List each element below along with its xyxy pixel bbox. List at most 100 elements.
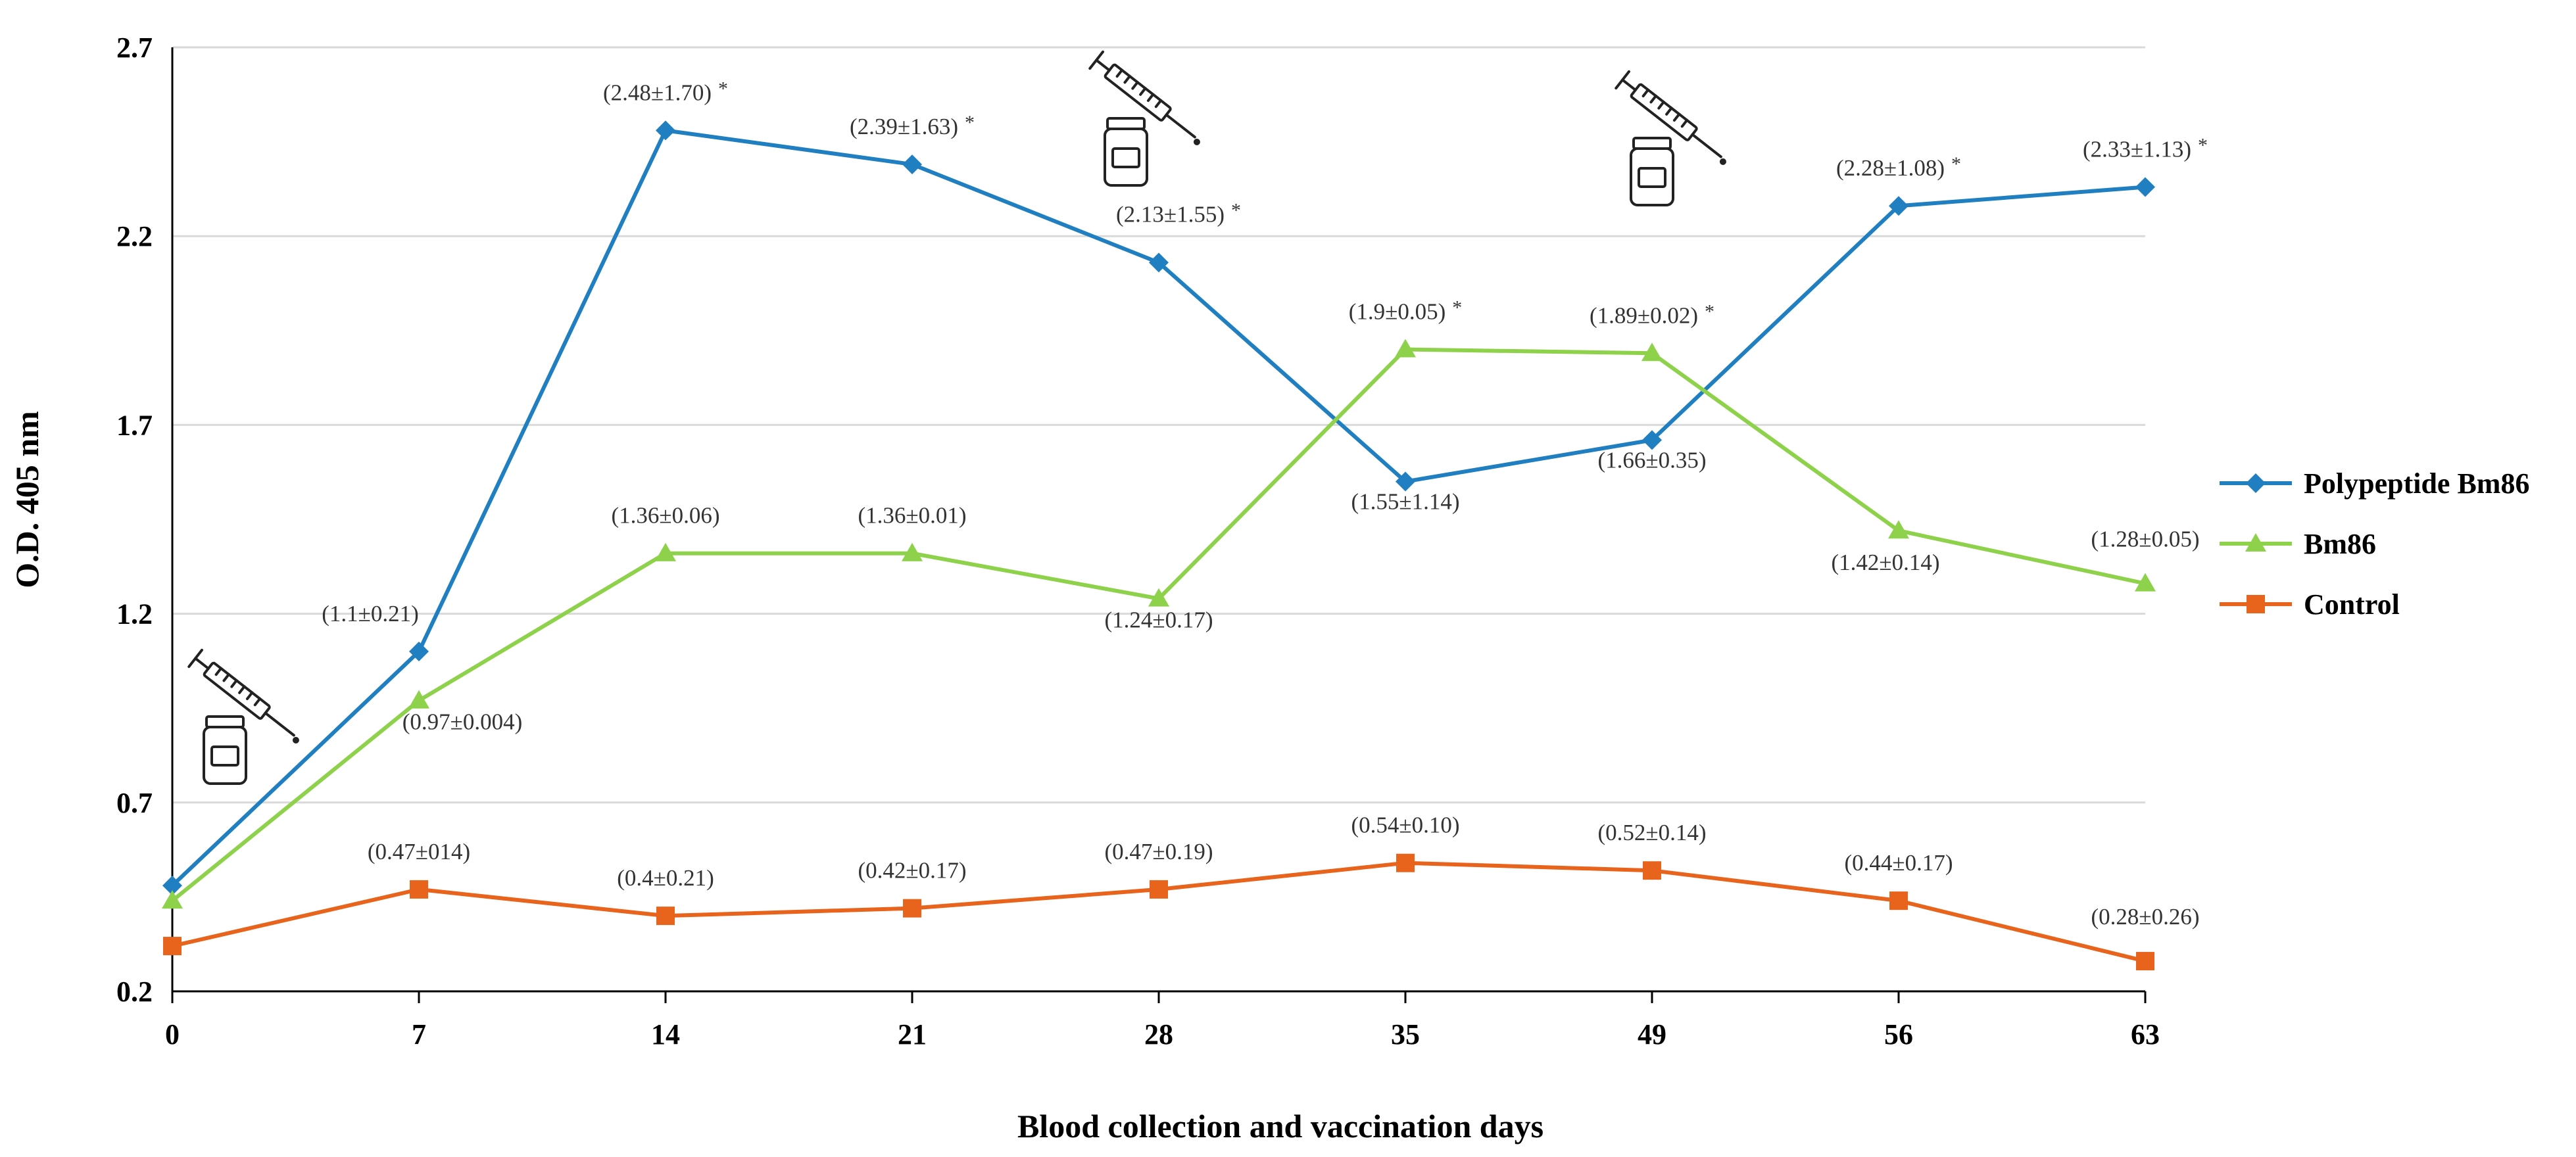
- legend: Polypeptide Bm86 Bm86 Control: [2220, 467, 2529, 621]
- x-tick-label: 21: [898, 1018, 927, 1051]
- data-label-polypeptide-bm86: (2.39±1.63) *: [850, 112, 975, 139]
- syringe-scale: [1131, 81, 1139, 90]
- data-label-bm86: (1.36±0.06): [611, 503, 719, 529]
- data-point-bm86: [1148, 588, 1169, 607]
- y-tick-label: 1.2: [116, 598, 153, 630]
- drop: [292, 736, 299, 744]
- legend-label-polypeptide-bm86: Polypeptide Bm86: [2304, 467, 2529, 500]
- legend-marker-polypeptide-bm86: [2246, 473, 2266, 493]
- y-tick-label: 1.7: [116, 409, 153, 441]
- data-label-polypeptide-bm86: (1.55±1.14): [1351, 489, 1459, 515]
- data-point-polypeptide-bm86: [1396, 471, 1415, 492]
- data-point-polypeptide-bm86: [1642, 430, 1662, 450]
- data-point-bm86: [2135, 573, 2156, 592]
- gridlines: [172, 46, 2145, 804]
- data-label-polypeptide-bm86: (1.1±0.21): [322, 601, 419, 626]
- data-point-polypeptide-bm86: [162, 876, 182, 896]
- data-point-bm86: [1395, 339, 1416, 358]
- syringe-scale: [1641, 88, 1650, 98]
- data-point-polypeptide-bm86: [2135, 177, 2155, 197]
- data-point-control: [903, 899, 921, 918]
- series-line-control: [172, 861, 2146, 963]
- legend-label-bm86: Bm86: [2304, 528, 2376, 560]
- syringe-barrel: [203, 661, 271, 720]
- vial-label: [1111, 147, 1140, 168]
- data-label-bm86: (1.9±0.05) *: [1349, 297, 1463, 325]
- syringe-barrel: [1630, 83, 1698, 141]
- data-label-bm86: (1.28±0.05): [2091, 527, 2199, 552]
- data-label-bm86: (1.89±0.02) *: [1590, 300, 1714, 328]
- data-point-control: [410, 880, 428, 899]
- syringe-scale: [238, 685, 246, 694]
- syringe-scale: [222, 673, 230, 682]
- data-point-bm86: [1641, 342, 1663, 362]
- x-tick-label: 14: [651, 1018, 680, 1051]
- data-label-control: (0.54±0.10): [1351, 813, 1459, 838]
- syringe-needle: [264, 711, 295, 737]
- drop: [1719, 158, 1726, 165]
- x-tick-label: 49: [1638, 1018, 1666, 1051]
- syringe-scale: [1123, 74, 1131, 84]
- x-tick-label: 35: [1391, 1018, 1420, 1051]
- syringe-plunger-head: [1088, 50, 1104, 70]
- data-label-polypeptide-bm86: (1.66±0.35): [1597, 447, 1706, 473]
- syringe-scale: [1680, 118, 1689, 128]
- syringe-scale: [1115, 68, 1124, 78]
- data-label-bm86: (1.42±0.14): [1831, 550, 1939, 575]
- syringe-vial-icon: [1615, 70, 1726, 206]
- vial-cap: [1632, 137, 1672, 150]
- data-label-polypeptide-bm86: (2.28±1.08) *: [1836, 153, 1961, 181]
- data-point-control: [1396, 853, 1415, 872]
- data-label-polypeptide-bm86: (2.33±1.13) *: [2083, 135, 2208, 162]
- x-tick-label: 56: [1884, 1018, 1913, 1051]
- syringe-scale: [230, 679, 238, 688]
- vial-shape: [1630, 137, 1674, 206]
- syringe-scale: [1657, 101, 1665, 110]
- data-point-bm86: [1888, 520, 1909, 539]
- drop: [1193, 138, 1200, 145]
- vial-body: [1104, 128, 1148, 187]
- syringe-scale: [1154, 99, 1163, 108]
- vial-label: [1638, 167, 1666, 188]
- syringe-needle: [1165, 113, 1196, 139]
- syringe-vial-icon: [187, 648, 299, 785]
- vial-label: [210, 745, 239, 767]
- syringe-shape: [187, 648, 299, 744]
- syringe-shape: [1088, 50, 1200, 145]
- data-label-control: (0.4±0.21): [617, 865, 714, 891]
- syringe-scale: [1649, 94, 1657, 104]
- syringe-scale: [1665, 106, 1673, 116]
- x-tick-label: 7: [412, 1018, 426, 1051]
- data-point-polypeptide-bm86: [902, 154, 922, 175]
- vial-body: [1630, 147, 1674, 206]
- data-label-control: (0.28±0.26): [2091, 904, 2199, 930]
- vial-body: [203, 726, 247, 785]
- data-point-polypeptide-bm86: [656, 120, 675, 141]
- legend-marker-bm86: [2245, 533, 2266, 552]
- syringe-plunger: [1095, 59, 1111, 72]
- x-tick-label: 63: [2131, 1018, 2160, 1051]
- data-label-control: (0.52±0.14): [1597, 820, 1706, 845]
- syringe-vial-icon: [1088, 50, 1200, 187]
- data-label-polypeptide-bm86: (2.48±1.70) *: [603, 78, 728, 105]
- data-point-polypeptide-bm86: [409, 642, 429, 662]
- syringe-shape: [1615, 70, 1726, 165]
- data-label-control: (0.44±0.17): [1844, 850, 1953, 876]
- syringe-plunger: [194, 657, 210, 670]
- data-point-polypeptide-bm86: [1149, 252, 1169, 273]
- x-axis-ticks: 0 7 14 21 28 35 49 56 63: [165, 991, 2160, 1051]
- data-point-bm86: [408, 690, 429, 709]
- data-label-control: (0.47±0.19): [1104, 839, 1213, 864]
- data-point-control: [656, 907, 675, 926]
- vial-cap: [205, 715, 245, 728]
- x-tick-label: 28: [1144, 1018, 1173, 1051]
- data-point-control: [163, 937, 182, 956]
- vaccination-icons: [187, 50, 1726, 785]
- data-label-control: (0.47±014): [368, 839, 470, 864]
- syringe-plunger-head: [187, 648, 203, 669]
- series-markers: [162, 120, 2156, 971]
- data-label-bm86: (1.24±0.17): [1104, 607, 1213, 633]
- vial-shape: [203, 715, 247, 785]
- data-label-bm86: (0.97±0.004): [402, 709, 523, 735]
